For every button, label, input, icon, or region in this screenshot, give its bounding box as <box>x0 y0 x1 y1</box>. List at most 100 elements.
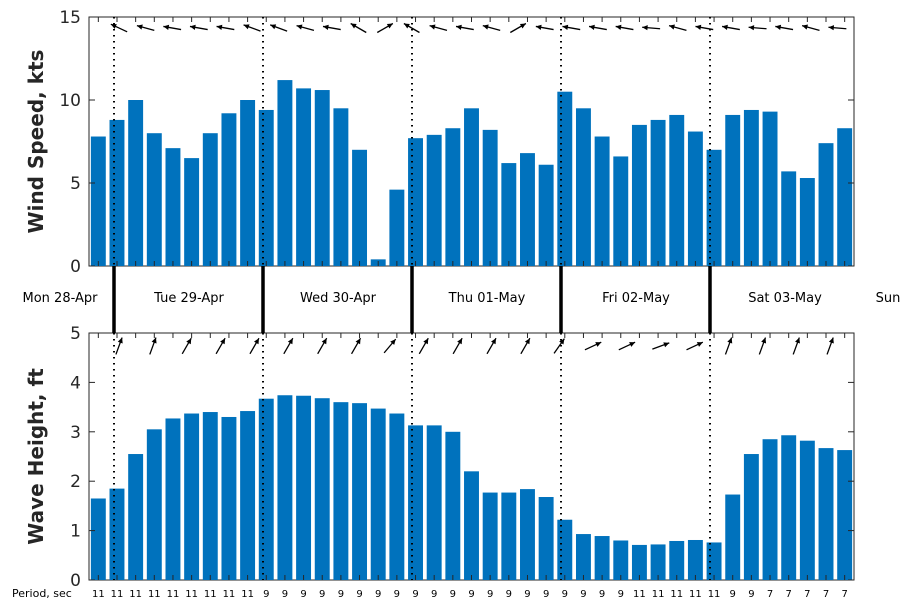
period-value: 11 <box>92 589 105 600</box>
direction-arrow <box>322 24 341 31</box>
arrow-head <box>456 24 462 30</box>
period-value: 11 <box>241 589 254 600</box>
period-value: 11 <box>708 589 721 600</box>
period-value: 9 <box>356 589 362 600</box>
arrow-head <box>110 24 117 29</box>
bar <box>184 413 200 580</box>
direction-arrow <box>775 24 794 31</box>
bar <box>296 395 312 580</box>
bar <box>557 91 573 266</box>
bar <box>408 425 423 580</box>
y-tick-label: 1 <box>70 522 81 542</box>
period-value: 9 <box>618 589 624 600</box>
bar <box>240 100 256 266</box>
bar <box>706 149 722 266</box>
arrow-head <box>828 337 834 344</box>
day-label: Thu 01-May <box>448 291 526 306</box>
bar <box>557 519 573 580</box>
bar <box>146 133 162 266</box>
arrow-head <box>795 337 800 344</box>
period-value: 9 <box>319 589 325 600</box>
period-value: 11 <box>652 589 665 600</box>
period-value: 7 <box>767 589 773 600</box>
bar <box>781 435 797 580</box>
direction-arrow <box>216 24 235 31</box>
period-value: 11 <box>689 589 702 600</box>
bar <box>631 544 647 580</box>
bar <box>445 128 461 266</box>
direction-arrow <box>243 24 261 32</box>
bar <box>520 489 535 580</box>
y-tick-label: 2 <box>70 472 81 492</box>
period-value: 9 <box>468 589 474 600</box>
bar <box>631 124 647 267</box>
period-value: 9 <box>338 589 344 600</box>
arrow-head <box>117 337 123 344</box>
direction-arrow <box>376 22 394 34</box>
direction-arrow <box>350 337 362 355</box>
period-value: 9 <box>394 589 400 600</box>
bar <box>594 536 610 580</box>
bar <box>202 133 218 266</box>
arrow-head <box>220 338 226 345</box>
period-value: 11 <box>111 589 124 600</box>
bar <box>165 418 181 580</box>
period-value: 9 <box>748 589 754 600</box>
direction-arrow <box>115 337 123 355</box>
arrow-head <box>559 338 565 345</box>
arrow-head <box>519 23 526 29</box>
bar <box>352 149 368 266</box>
bar <box>202 412 218 580</box>
arrow-head <box>270 24 277 30</box>
direction-arrow <box>584 341 602 351</box>
day-label: Sat 03-May <box>748 291 822 306</box>
direction-arrow <box>482 24 501 31</box>
bar <box>370 408 386 580</box>
period-value: 9 <box>506 589 512 600</box>
arrow-head <box>748 25 755 31</box>
arrow-head <box>727 337 733 344</box>
wind-speed-panel: 0 5 10 15 Wind Speed, kts <box>24 8 855 277</box>
y-tick-label: 4 <box>70 373 81 393</box>
period-value: 9 <box>487 589 493 600</box>
bar <box>743 454 759 580</box>
arrow-head <box>761 337 767 344</box>
arrow-head <box>802 24 808 30</box>
direction-arrow <box>642 25 661 31</box>
day-label: Fri 02-May <box>602 291 670 306</box>
direction-arrow <box>296 24 315 31</box>
period-value: 9 <box>524 589 530 600</box>
day-label: Tue 29-Apr <box>153 291 224 306</box>
bar <box>128 454 144 580</box>
arrow-head <box>390 339 396 345</box>
direction-arrow <box>758 337 767 355</box>
arrow-head <box>695 24 702 30</box>
day-label-band: Mon 28-Apr Tue 29-Apr Wed 30-Apr Thu 01-May… <box>23 266 900 333</box>
direction-arrow <box>249 337 260 355</box>
bar <box>146 429 162 580</box>
period-value: 9 <box>375 589 381 600</box>
direction-arrow <box>748 25 767 31</box>
bar <box>314 90 330 266</box>
bar <box>389 189 405 266</box>
bar <box>594 136 610 266</box>
arrow-head <box>669 24 675 30</box>
arrow-head <box>386 23 393 29</box>
bar <box>184 158 200 266</box>
arrow-head <box>663 342 670 348</box>
bar <box>538 164 554 266</box>
bar <box>613 156 629 266</box>
direction-arrow <box>110 23 128 33</box>
direction-arrow <box>163 24 182 31</box>
y-tick-label: 5 <box>70 174 81 194</box>
bar <box>352 403 368 580</box>
bar <box>762 111 778 267</box>
bar <box>669 540 685 580</box>
bar <box>799 440 815 580</box>
direction-arrow <box>189 24 208 31</box>
direction-arrow <box>403 22 420 34</box>
bar <box>650 544 666 580</box>
bar <box>650 119 666 266</box>
day-label: Wed 30-Apr <box>300 291 377 306</box>
bar <box>221 113 237 266</box>
